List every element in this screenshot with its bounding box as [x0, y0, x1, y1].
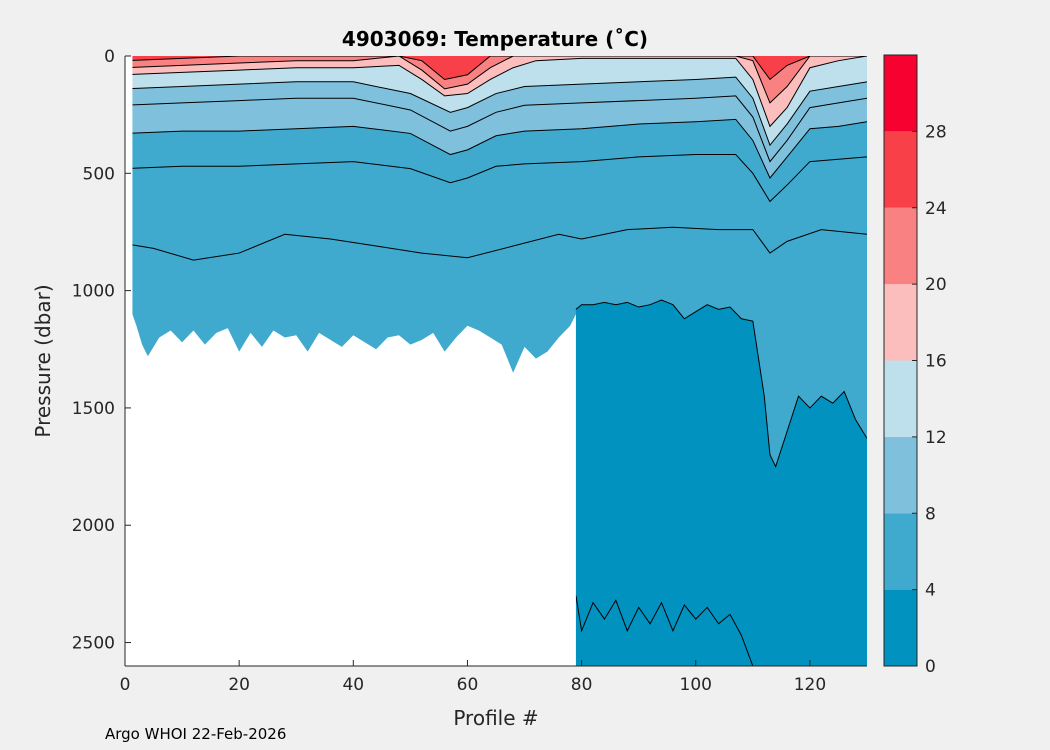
- isotherm-16: [125, 56, 867, 128]
- colorbar-tick-label: 28: [925, 122, 947, 142]
- no-data-mask: [125, 56, 576, 666]
- y-axis: 0 500 1000 1500 2000 2500: [72, 47, 131, 666]
- y-tick-label: 500: [83, 164, 115, 184]
- colorbar-segment: [884, 436, 917, 514]
- colorbar-tick-label: 24: [925, 199, 947, 219]
- x-axis-label: Profile #: [453, 706, 538, 730]
- y-axis-label: Pressure (dbar): [31, 284, 55, 437]
- colorbar-tick-label: 16: [925, 352, 947, 372]
- isotherm-8: [125, 118, 867, 179]
- band-12-16: [125, 56, 867, 146]
- isotherm-6: [125, 154, 867, 203]
- colorbar-segment: [884, 589, 917, 666]
- band-0-4: [575, 300, 867, 666]
- isotherm-20: [125, 56, 867, 104]
- colorbar-tick-label: 8: [925, 504, 936, 524]
- colorbar-tick-label: 12: [925, 428, 947, 448]
- y-tick-label: 0: [104, 47, 115, 67]
- colorbar-tick-label: 0: [925, 657, 936, 677]
- colorbar-tick-label: 4: [925, 581, 936, 601]
- y-tick-label: 2500: [72, 634, 115, 654]
- x-tick-label: 0: [120, 675, 131, 695]
- x-tick-label: 20: [228, 675, 250, 695]
- isotherm-2: [575, 299, 867, 468]
- left-mask: [125, 56, 133, 666]
- x-tick-label: 100: [680, 675, 712, 695]
- colorbar-segment: [884, 284, 917, 361]
- band-8-12: [125, 56, 867, 178]
- footer-credit: Argo WHOI 22-Feb-2026: [105, 725, 287, 743]
- isotherm-12: [125, 76, 867, 147]
- isotherm-4: [125, 226, 867, 261]
- y-tick-label: 1500: [72, 399, 115, 419]
- x-tick-label: 40: [342, 675, 364, 695]
- isotherm-24: [125, 56, 867, 81]
- isotherm-contours: [125, 56, 867, 666]
- x-tick-label: 80: [571, 675, 593, 695]
- colorbar-segment: [884, 360, 917, 437]
- band-24-28: [125, 56, 867, 80]
- colorbar-tick-label: 20: [925, 275, 947, 295]
- colorbar-segment: [884, 131, 917, 208]
- chart-title: 4903069: Temperature (˚C): [342, 27, 648, 51]
- x-tick-label: 120: [794, 675, 826, 695]
- y-tick-label: 2000: [72, 516, 115, 536]
- colorbar-segment: [884, 513, 917, 590]
- below-max-depth-mask: [125, 290, 576, 666]
- x-tick-label: 60: [457, 675, 479, 695]
- y-tick-label: 1000: [72, 282, 115, 302]
- isotherm-10: [125, 95, 867, 163]
- colorbar-segment: [884, 207, 917, 285]
- colorbar: 0 4 8 12 16 20 24 28: [883, 54, 947, 677]
- isotherm-1: [575, 595, 867, 666]
- colorbar-segment: [884, 55, 917, 132]
